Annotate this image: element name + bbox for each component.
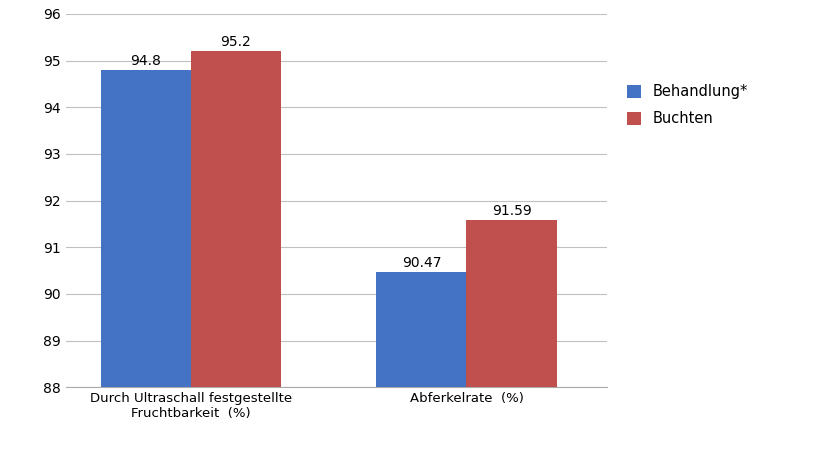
Bar	[376, 272, 466, 387]
Text: 95.2: 95.2	[220, 35, 251, 49]
Bar	[101, 70, 191, 387]
Text: 91.59: 91.59	[491, 204, 531, 218]
Legend: Behandlung*, Buchten: Behandlung*, Buchten	[618, 77, 755, 133]
Text: 90.47: 90.47	[401, 256, 441, 270]
Bar	[466, 220, 556, 387]
Text: 94.8: 94.8	[130, 54, 161, 68]
Bar	[191, 51, 281, 387]
